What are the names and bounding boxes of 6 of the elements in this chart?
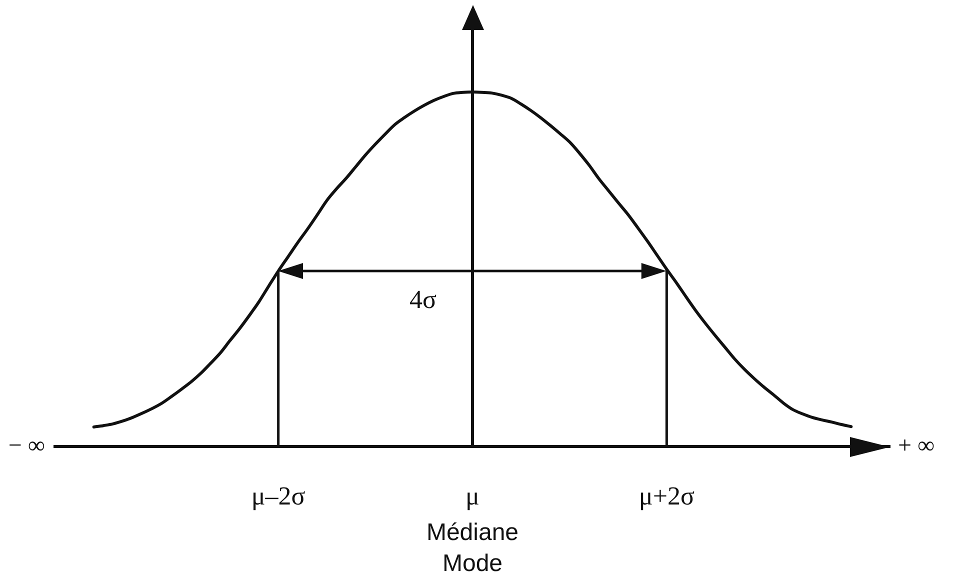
text: + ∞: [898, 432, 935, 459]
x-tick-label: μ–2σ: [251, 481, 306, 510]
x-tick-label: μ Médiane Mode: [426, 481, 519, 578]
text: − ∞: [8, 432, 45, 459]
annotation: 4σ: [409, 284, 436, 314]
x-tick-label: μ+2σ: [638, 481, 694, 510]
